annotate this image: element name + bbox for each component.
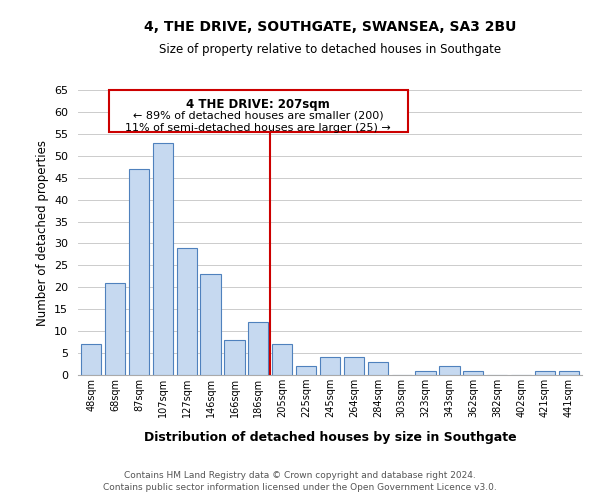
Bar: [272, 344, 292, 375]
Bar: [248, 322, 268, 375]
Text: 4, THE DRIVE, SOUTHGATE, SWANSEA, SA3 2BU: 4, THE DRIVE, SOUTHGATE, SWANSEA, SA3 2B…: [144, 20, 516, 34]
Bar: [200, 274, 221, 375]
Bar: [129, 169, 149, 375]
Text: Contains HM Land Registry data © Crown copyright and database right 2024.: Contains HM Land Registry data © Crown c…: [124, 471, 476, 480]
Text: ← 89% of detached houses are smaller (200): ← 89% of detached houses are smaller (20…: [133, 110, 383, 120]
Bar: [415, 370, 436, 375]
Text: Contains public sector information licensed under the Open Government Licence v3: Contains public sector information licen…: [103, 484, 497, 492]
FancyBboxPatch shape: [109, 90, 407, 132]
Bar: [368, 362, 388, 375]
Text: 4 THE DRIVE: 207sqm: 4 THE DRIVE: 207sqm: [187, 98, 330, 111]
Bar: [439, 366, 460, 375]
Bar: [176, 248, 197, 375]
Bar: [463, 370, 484, 375]
Bar: [559, 370, 579, 375]
Bar: [152, 142, 173, 375]
Bar: [320, 358, 340, 375]
X-axis label: Distribution of detached houses by size in Southgate: Distribution of detached houses by size …: [143, 431, 517, 444]
Bar: [81, 344, 101, 375]
Y-axis label: Number of detached properties: Number of detached properties: [35, 140, 49, 326]
Bar: [224, 340, 245, 375]
Bar: [296, 366, 316, 375]
Bar: [344, 358, 364, 375]
Text: 11% of semi-detached houses are larger (25) →: 11% of semi-detached houses are larger (…: [125, 123, 391, 133]
Bar: [105, 283, 125, 375]
Bar: [535, 370, 555, 375]
Text: Size of property relative to detached houses in Southgate: Size of property relative to detached ho…: [159, 42, 501, 56]
